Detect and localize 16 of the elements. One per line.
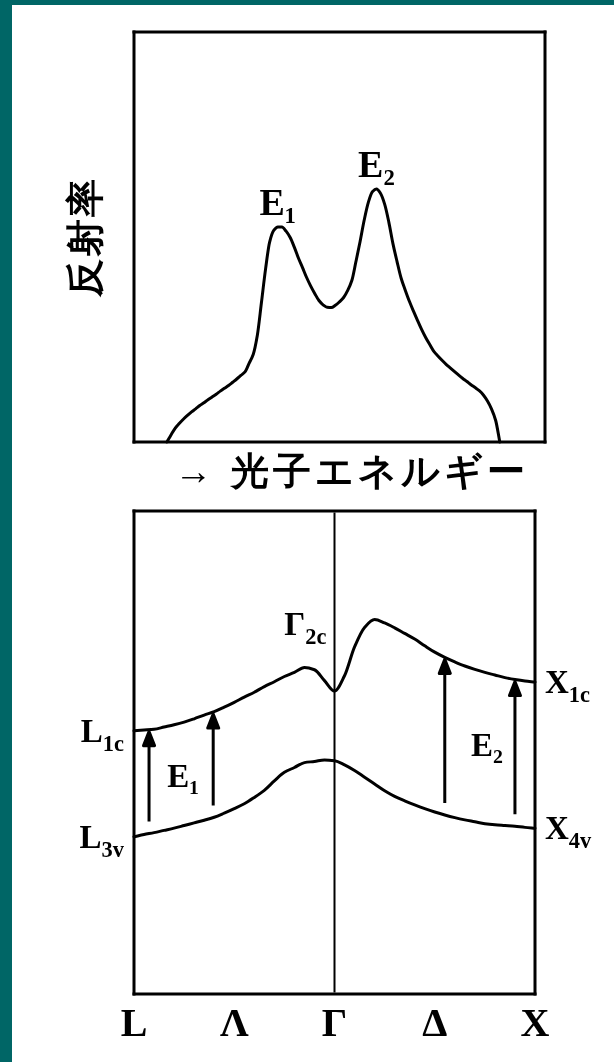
- annotation: E₂: [470, 727, 503, 764]
- annotation: L$_{3v}$: [79, 818, 124, 862]
- ylabel: 反射率: [64, 177, 106, 297]
- annotation: Γ$_{2c}$: [284, 606, 327, 650]
- annotation: E₁: [167, 758, 200, 795]
- x-tick-label: Γ: [321, 1000, 348, 1045]
- annotation: X$_{1c}$: [545, 664, 590, 708]
- x-tick-label: L: [120, 1000, 148, 1045]
- x-tick-label: Λ: [219, 1000, 249, 1045]
- xlabel: → 光子エネルギー: [174, 450, 529, 492]
- annotation: E₁: [259, 180, 297, 223]
- annotation: L$_{1c}$: [80, 712, 124, 756]
- annotation: X$_{4v}$: [545, 810, 592, 854]
- annotation: E₂: [358, 142, 395, 185]
- x-tick-label: X: [520, 1000, 550, 1045]
- x-tick-label: Δ: [422, 1000, 448, 1045]
